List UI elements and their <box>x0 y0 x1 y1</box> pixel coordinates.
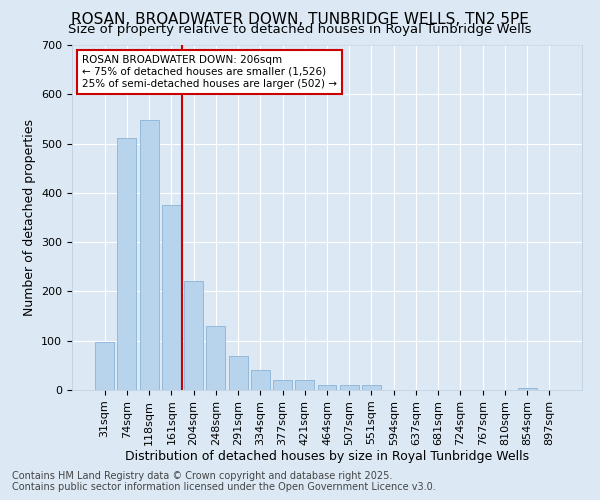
Bar <box>362 385 381 390</box>
X-axis label: Distribution of detached houses by size in Royal Tunbridge Wells: Distribution of detached houses by size … <box>125 450 529 464</box>
Bar <box>140 120 158 390</box>
Bar <box>184 280 203 390</box>
Bar <box>518 388 536 390</box>
Bar <box>340 385 359 390</box>
Text: Contains HM Land Registry data © Crown copyright and database right 2025.
Contai: Contains HM Land Registry data © Crown c… <box>12 471 436 492</box>
Text: ROSAN, BROADWATER DOWN, TUNBRIDGE WELLS, TN2 5PE: ROSAN, BROADWATER DOWN, TUNBRIDGE WELLS,… <box>71 12 529 28</box>
Bar <box>251 370 270 390</box>
Bar <box>206 326 225 390</box>
Bar <box>273 380 292 390</box>
Bar <box>118 138 136 390</box>
Bar <box>295 380 314 390</box>
Text: Size of property relative to detached houses in Royal Tunbridge Wells: Size of property relative to detached ho… <box>68 22 532 36</box>
Y-axis label: Number of detached properties: Number of detached properties <box>23 119 35 316</box>
Bar <box>229 356 248 390</box>
Text: ROSAN BROADWATER DOWN: 206sqm
← 75% of detached houses are smaller (1,526)
25% o: ROSAN BROADWATER DOWN: 206sqm ← 75% of d… <box>82 56 337 88</box>
Bar <box>95 342 114 390</box>
Bar <box>162 205 181 390</box>
Bar <box>317 385 337 390</box>
